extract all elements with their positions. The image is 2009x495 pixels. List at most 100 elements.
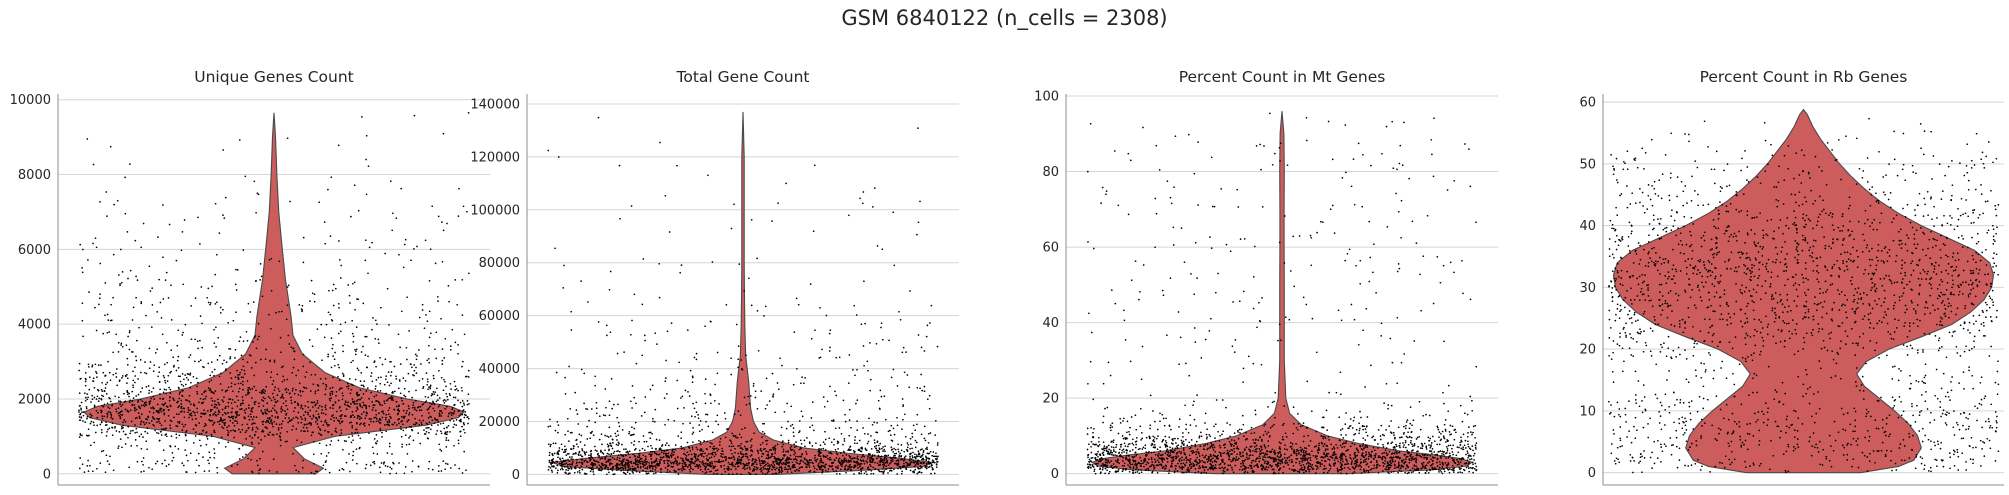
data-point [337, 399, 340, 402]
data-point [253, 374, 256, 377]
data-point [631, 385, 634, 387]
data-point [562, 460, 565, 463]
data-point [585, 473, 588, 475]
data-point [759, 468, 762, 471]
data-point [169, 419, 172, 422]
data-point [801, 415, 804, 418]
data-point [912, 451, 914, 454]
data-point [127, 335, 129, 338]
data-point [89, 413, 92, 415]
data-point [1223, 451, 1226, 454]
data-point [327, 353, 330, 356]
data-point [838, 356, 841, 359]
y-tick-label: 20 [1042, 392, 1059, 407]
data-point [814, 454, 816, 457]
data-point [445, 437, 448, 439]
data-point [92, 377, 95, 380]
data-point [90, 420, 93, 423]
data-point [110, 413, 112, 416]
data-point [374, 319, 377, 322]
data-point [268, 434, 270, 436]
data-point [389, 374, 392, 377]
data-point [706, 455, 708, 457]
data-point [121, 271, 124, 273]
data-point [285, 387, 288, 390]
data-point [300, 404, 303, 407]
data-point [93, 386, 96, 389]
data-point [389, 472, 391, 475]
data-point [344, 321, 347, 324]
data-point [180, 383, 183, 386]
data-point [181, 429, 184, 431]
data-point [557, 156, 560, 158]
data-point [830, 452, 833, 455]
data-point [310, 279, 313, 282]
data-point [825, 463, 827, 466]
data-point [578, 461, 581, 464]
data-point [802, 460, 805, 463]
data-point [338, 240, 340, 242]
data-point [94, 431, 97, 434]
data-point [444, 337, 447, 340]
data-point [574, 467, 577, 470]
data-point [631, 465, 634, 468]
data-point [384, 418, 387, 421]
data-point [232, 417, 234, 420]
data-point [890, 467, 893, 469]
data-point [772, 460, 775, 463]
data-point [654, 468, 657, 471]
data-point [100, 364, 102, 366]
data-point [766, 468, 769, 470]
data-point [329, 392, 332, 395]
data-point [1100, 202, 1102, 204]
data-point [581, 449, 584, 452]
data-point [901, 466, 904, 468]
data-point [719, 437, 722, 440]
data-point [694, 465, 697, 468]
data-point [1273, 152, 1276, 155]
data-point [375, 442, 378, 445]
data-point [564, 393, 567, 395]
data-point [926, 452, 929, 455]
data-point [212, 414, 214, 416]
data-point [227, 434, 229, 436]
data-point [272, 425, 274, 428]
data-point [819, 306, 821, 309]
data-point [221, 426, 223, 428]
data-point [170, 420, 173, 423]
data-point [84, 396, 87, 399]
data-point [438, 443, 441, 446]
data-point [1372, 271, 1374, 274]
data-point [101, 381, 103, 384]
data-point [271, 392, 274, 395]
data-point [639, 467, 642, 469]
data-point [134, 431, 137, 434]
data-point [883, 458, 886, 460]
data-point [420, 421, 423, 424]
data-point [1448, 471, 1451, 474]
data-point [84, 380, 87, 383]
data-point [233, 424, 236, 427]
data-point [178, 422, 181, 424]
data-point [411, 413, 414, 416]
data-point [168, 386, 170, 389]
data-point [256, 192, 259, 195]
data-point [362, 401, 365, 404]
data-point [462, 360, 464, 363]
data-point [718, 459, 720, 461]
data-point [448, 412, 450, 415]
data-point [715, 447, 718, 450]
data-point [329, 387, 332, 390]
data-point [1448, 431, 1451, 433]
data-point [467, 376, 470, 378]
data-point [427, 396, 430, 399]
data-point [819, 444, 822, 447]
data-point [118, 414, 121, 417]
data-point [723, 468, 726, 470]
data-point [657, 463, 660, 466]
data-point [592, 473, 595, 476]
data-point [188, 394, 191, 397]
data-point [287, 334, 290, 337]
data-point [556, 464, 559, 467]
data-point [642, 461, 645, 463]
